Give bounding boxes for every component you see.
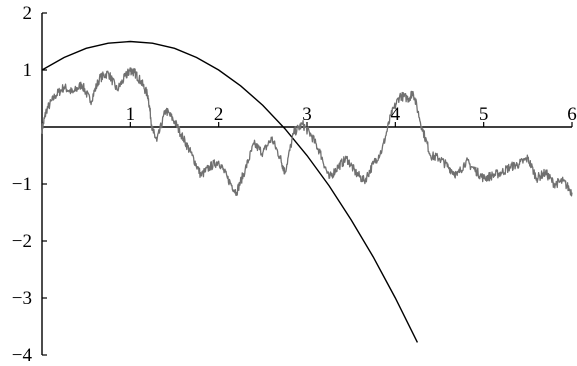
y-tick-label: −3 (12, 288, 32, 309)
random-walk-line (41, 67, 573, 197)
x-tick-label: 5 (479, 104, 489, 125)
x-tick-label: 3 (302, 104, 312, 125)
y-tick-label: 2 (23, 3, 33, 24)
y-tick-label: −2 (12, 231, 32, 252)
y-tick-label: 1 (23, 60, 33, 81)
y-tick-label: −1 (12, 174, 32, 195)
y-tick-label: −4 (12, 345, 33, 366)
x-tick-label: 6 (567, 104, 577, 125)
tick-labels: 1 2 3 4 5 6 2 1 −1 −2 −3 −4 (12, 3, 577, 366)
x-tick-label: 2 (214, 104, 224, 125)
axes (41, 12, 573, 356)
x-tick-label: 1 (126, 104, 136, 125)
curves (41, 40, 573, 343)
x-tick-label: 4 (391, 104, 401, 125)
smooth-curve-line (41, 40, 419, 343)
